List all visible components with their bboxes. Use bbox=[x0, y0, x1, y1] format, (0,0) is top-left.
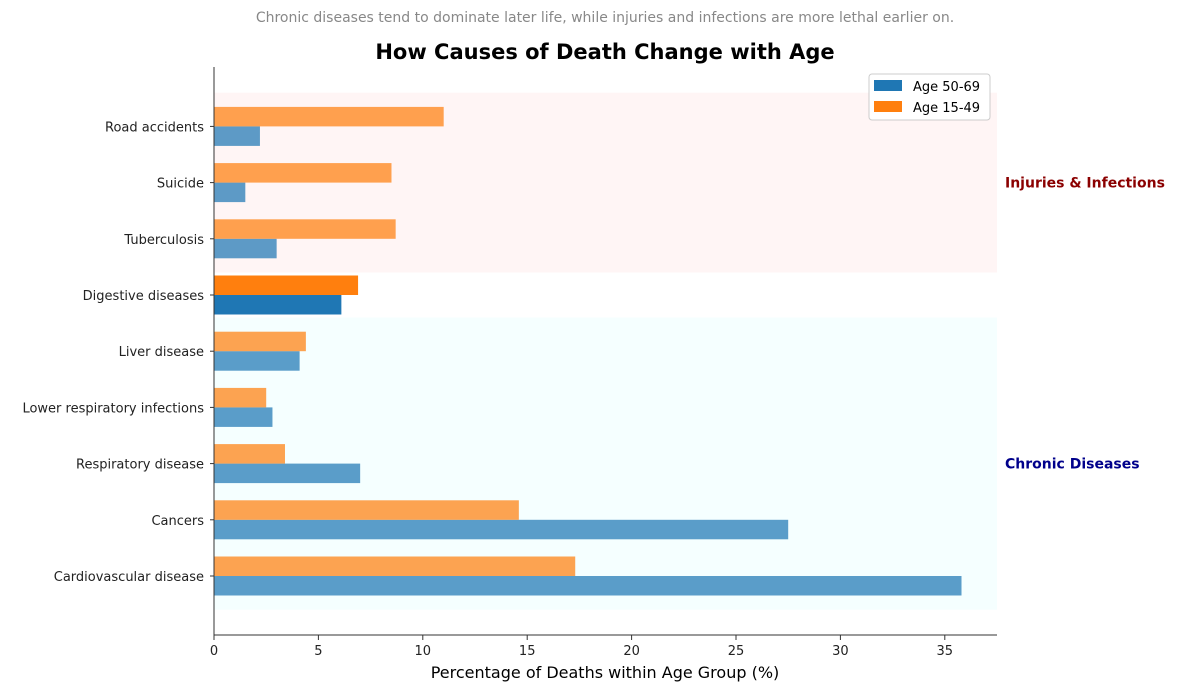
legend-swatch-age-15-49 bbox=[874, 101, 902, 112]
bar-age-50-69-tuberculosis bbox=[214, 238, 277, 259]
x-ticks: 0 5 10 15 20 25 30 35 bbox=[210, 635, 953, 659]
chart-title: How Causes of Death Change with Age bbox=[375, 40, 834, 64]
category-label-cancers: Cancers bbox=[151, 514, 204, 529]
category-label-tuberculosis: Tuberculosis bbox=[123, 233, 204, 248]
chart-subtitle: Chronic diseases tend to dominate later … bbox=[256, 10, 954, 26]
bar-age-50-69-road-accidents bbox=[214, 126, 260, 146]
x-tick-label-35: 35 bbox=[937, 644, 954, 659]
bar-age-15-49-suicide bbox=[214, 163, 392, 183]
bar-age-15-49-road-accidents bbox=[214, 106, 444, 127]
x-tick-label-5: 5 bbox=[314, 644, 322, 659]
category-label-digestive-diseases: Digestive diseases bbox=[83, 289, 205, 304]
legend-swatch-age-50-69 bbox=[874, 80, 902, 91]
x-tick-label-20: 20 bbox=[623, 644, 640, 659]
x-tick-label-15: 15 bbox=[519, 644, 536, 659]
bar-age-50-69-lower-respiratory-infections bbox=[214, 407, 273, 427]
bar-age-15-49-lower-respiratory-infections bbox=[214, 387, 267, 408]
group-labels: Injuries & Infections Chronic Diseases bbox=[1005, 176, 1165, 473]
x-tick-label-30: 30 bbox=[832, 644, 849, 659]
bar-age-15-49-tuberculosis bbox=[214, 219, 396, 239]
legend: Age 50-69 Age 15-49 bbox=[868, 73, 991, 121]
bar-age-15-49-cardiovascular-disease bbox=[214, 556, 576, 576]
x-tick-label-0: 0 bbox=[210, 644, 218, 659]
category-labels: Cardiovascular disease Cancers Respiratory… bbox=[22, 120, 214, 585]
group-label-injuries-infections: Injuries & Infections bbox=[1005, 176, 1165, 192]
bar-age-50-69-liver-disease bbox=[214, 351, 300, 371]
bar-age-15-49-cancers bbox=[214, 500, 519, 520]
category-label-lower-respiratory-infections: Lower respiratory infections bbox=[22, 401, 204, 416]
category-label-road-accidents: Road accidents bbox=[105, 120, 204, 135]
category-label-liver-disease: Liver disease bbox=[119, 345, 204, 360]
bars bbox=[214, 106, 962, 596]
x-tick-label-25: 25 bbox=[728, 644, 745, 659]
legend-label-age-15-49: Age 15-49 bbox=[913, 101, 980, 116]
bar-age-50-69-suicide bbox=[214, 182, 246, 203]
bar-age-50-69-digestive-diseases bbox=[214, 295, 342, 315]
category-label-cardiovascular-disease: Cardiovascular disease bbox=[54, 570, 204, 585]
x-axis-label: Percentage of Deaths within Age Group (%… bbox=[431, 663, 780, 682]
category-label-suicide: Suicide bbox=[157, 177, 204, 192]
bar-age-50-69-respiratory-disease bbox=[214, 463, 361, 484]
bar-age-15-49-digestive-diseases bbox=[214, 275, 359, 295]
legend-label-age-50-69: Age 50-69 bbox=[913, 80, 980, 95]
x-tick-label-10: 10 bbox=[415, 644, 432, 659]
category-label-respiratory-disease: Respiratory disease bbox=[76, 458, 204, 473]
bar-age-15-49-respiratory-disease bbox=[214, 444, 285, 464]
group-label-chronic-diseases: Chronic Diseases bbox=[1005, 457, 1140, 473]
bar-age-50-69-cardiovascular-disease bbox=[214, 576, 962, 596]
bar-age-50-69-cancers bbox=[214, 519, 789, 540]
bar-age-15-49-liver-disease bbox=[214, 331, 306, 352]
